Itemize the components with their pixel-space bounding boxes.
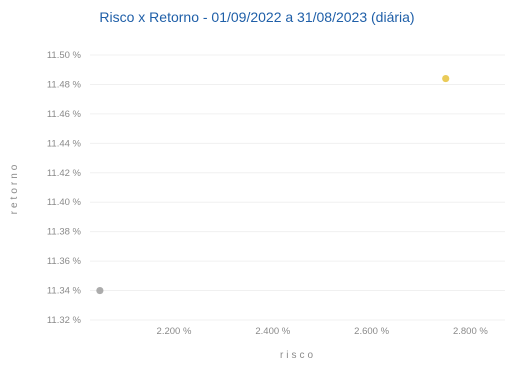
y-tick-label: 11.42 %	[47, 168, 82, 179]
y-tick-label: 11.38 %	[47, 227, 82, 238]
y-tick-label: 11.36 %	[47, 256, 82, 267]
y-tick-label: 11.44 %	[47, 138, 82, 149]
y-tick-label: 11.34 %	[47, 286, 82, 297]
y-tick-label: 11.50 %	[47, 50, 82, 61]
chart-title: Risco x Retorno - 01/09/2022 a 31/08/202…	[99, 9, 414, 25]
scatter-point	[442, 74, 450, 83]
x-axis-label: risco	[280, 350, 316, 361]
plot-area	[90, 54, 505, 321]
y-tick-label: 11.46 %	[47, 109, 82, 120]
x-tick-label: 2.800 %	[453, 326, 488, 337]
y-axis-ticks: 11.32 % 11.34 % 11.36 % 11.38 % 11.40 % 11.42…	[47, 50, 82, 326]
y-tick-label: 11.32 %	[47, 315, 82, 326]
y-axis-label: retorno	[9, 162, 20, 215]
data-points	[96, 74, 450, 295]
scatter-point	[96, 286, 104, 295]
y-tick-label: 11.40 %	[47, 197, 82, 208]
x-tick-label: 2.200 %	[157, 326, 192, 337]
y-tick-label: 11.48 %	[47, 79, 82, 90]
x-axis-ticks: 2.200 % 2.400 % 2.600 % 2.800 %	[157, 326, 489, 337]
x-tick-label: 2.600 %	[354, 326, 389, 337]
x-tick-label: 2.400 %	[255, 326, 290, 337]
